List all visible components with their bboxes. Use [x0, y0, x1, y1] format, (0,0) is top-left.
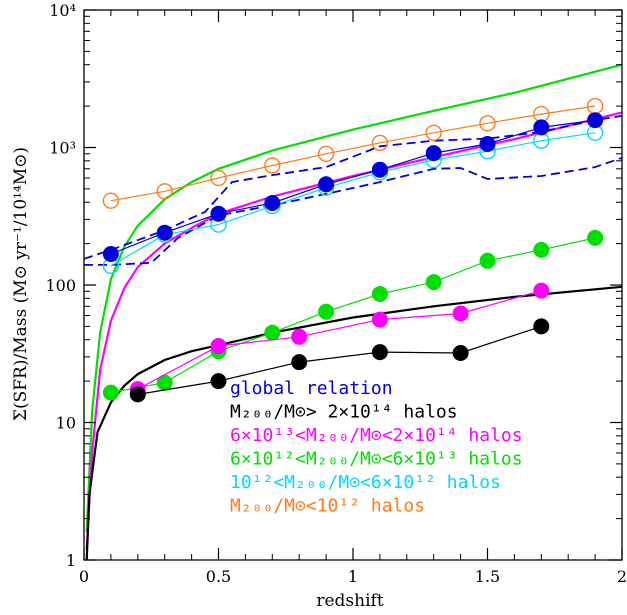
data-point — [371, 286, 388, 302]
data-point — [102, 384, 119, 401]
fit-curve — [85, 63, 623, 532]
series-line — [137, 290, 542, 390]
data-point — [129, 386, 146, 403]
global-band-lower — [84, 157, 623, 266]
data-point — [291, 354, 308, 371]
data-point — [425, 124, 442, 142]
legend-entry: 10¹²<M₂₀₀/M⊙<6×10¹² halos — [230, 472, 501, 493]
data-point — [479, 115, 496, 132]
axes: 0 0.5 1 1.5 2 1 10 100 10³ 10⁴ — [45, 1, 627, 586]
legend-entry: M₂₀₀/M⊙<10¹² halos — [230, 496, 425, 517]
x-tick-label: 0 — [79, 567, 89, 586]
series-line — [137, 325, 542, 395]
data-point — [479, 252, 496, 269]
data-point — [264, 157, 281, 174]
data-point — [156, 224, 173, 241]
data-point — [533, 282, 550, 299]
data-point — [479, 136, 496, 152]
data-point — [533, 318, 550, 335]
fit-curve — [85, 285, 623, 561]
data-point — [587, 229, 604, 246]
data-point — [425, 145, 442, 162]
legend-entry: M₂₀₀/M⊙> 2×10¹⁴ halos — [230, 402, 458, 423]
y-tick-label: 100 — [45, 276, 76, 295]
legend-entry: 6×10¹²<M₂₀₀/M⊙<6×10¹³ halos — [230, 449, 523, 470]
data-point — [318, 303, 335, 320]
data-point — [102, 246, 119, 262]
data-point — [452, 345, 469, 361]
y-tick-label: 10³ — [49, 139, 76, 158]
data-point — [533, 119, 550, 136]
data-point — [210, 338, 227, 354]
legend-entry: 6×10¹³<M₂₀₀/M⊙<2×10¹⁴ halos — [230, 425, 523, 446]
series-line — [110, 105, 596, 202]
y-tick-label: 1 — [66, 551, 76, 570]
x-tick-label: 1 — [348, 567, 358, 586]
data-point — [210, 205, 227, 222]
data-point — [587, 112, 604, 129]
data-point — [371, 134, 389, 152]
x-tick-label: 0.5 — [206, 567, 231, 586]
data-point — [533, 241, 550, 258]
x-tick-label: 1.5 — [475, 567, 500, 586]
data-point — [425, 274, 442, 291]
data-point — [102, 192, 120, 209]
data-point — [371, 311, 388, 328]
series-line — [110, 119, 596, 255]
plot-area — [83, 63, 623, 561]
data-point — [371, 161, 388, 178]
x-tick-label: 2 — [617, 567, 627, 586]
data-point — [264, 324, 281, 341]
legend-entry: global relation — [230, 378, 393, 399]
series-line — [110, 237, 596, 394]
data-point — [264, 195, 281, 211]
data-point — [156, 183, 173, 200]
y-tick-label: 10⁴ — [49, 1, 76, 20]
fit-curve — [85, 111, 623, 550]
y-tick-label: 10 — [56, 414, 76, 433]
data-point — [317, 145, 335, 163]
data-point — [318, 176, 335, 193]
data-point — [452, 305, 469, 322]
data-point — [210, 169, 227, 187]
series-line — [110, 132, 596, 267]
x-axis-title: redshift — [316, 591, 383, 611]
data-point — [291, 328, 308, 345]
y-axis-title: Σ(SFR)/Mass (M⊙ yr⁻¹/10¹⁴M⊙) — [11, 147, 31, 421]
data-point — [371, 344, 388, 361]
data-point — [210, 373, 227, 390]
